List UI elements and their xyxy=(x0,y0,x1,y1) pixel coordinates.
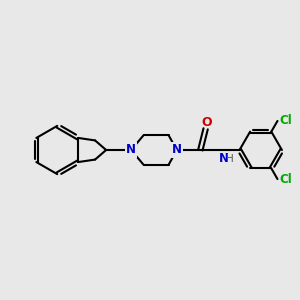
Text: Cl: Cl xyxy=(279,172,292,186)
Text: H: H xyxy=(226,154,234,164)
Text: N: N xyxy=(126,143,136,157)
Text: N: N xyxy=(219,152,229,165)
Text: N: N xyxy=(172,143,182,157)
Text: Cl: Cl xyxy=(279,114,292,128)
Text: O: O xyxy=(201,116,212,129)
